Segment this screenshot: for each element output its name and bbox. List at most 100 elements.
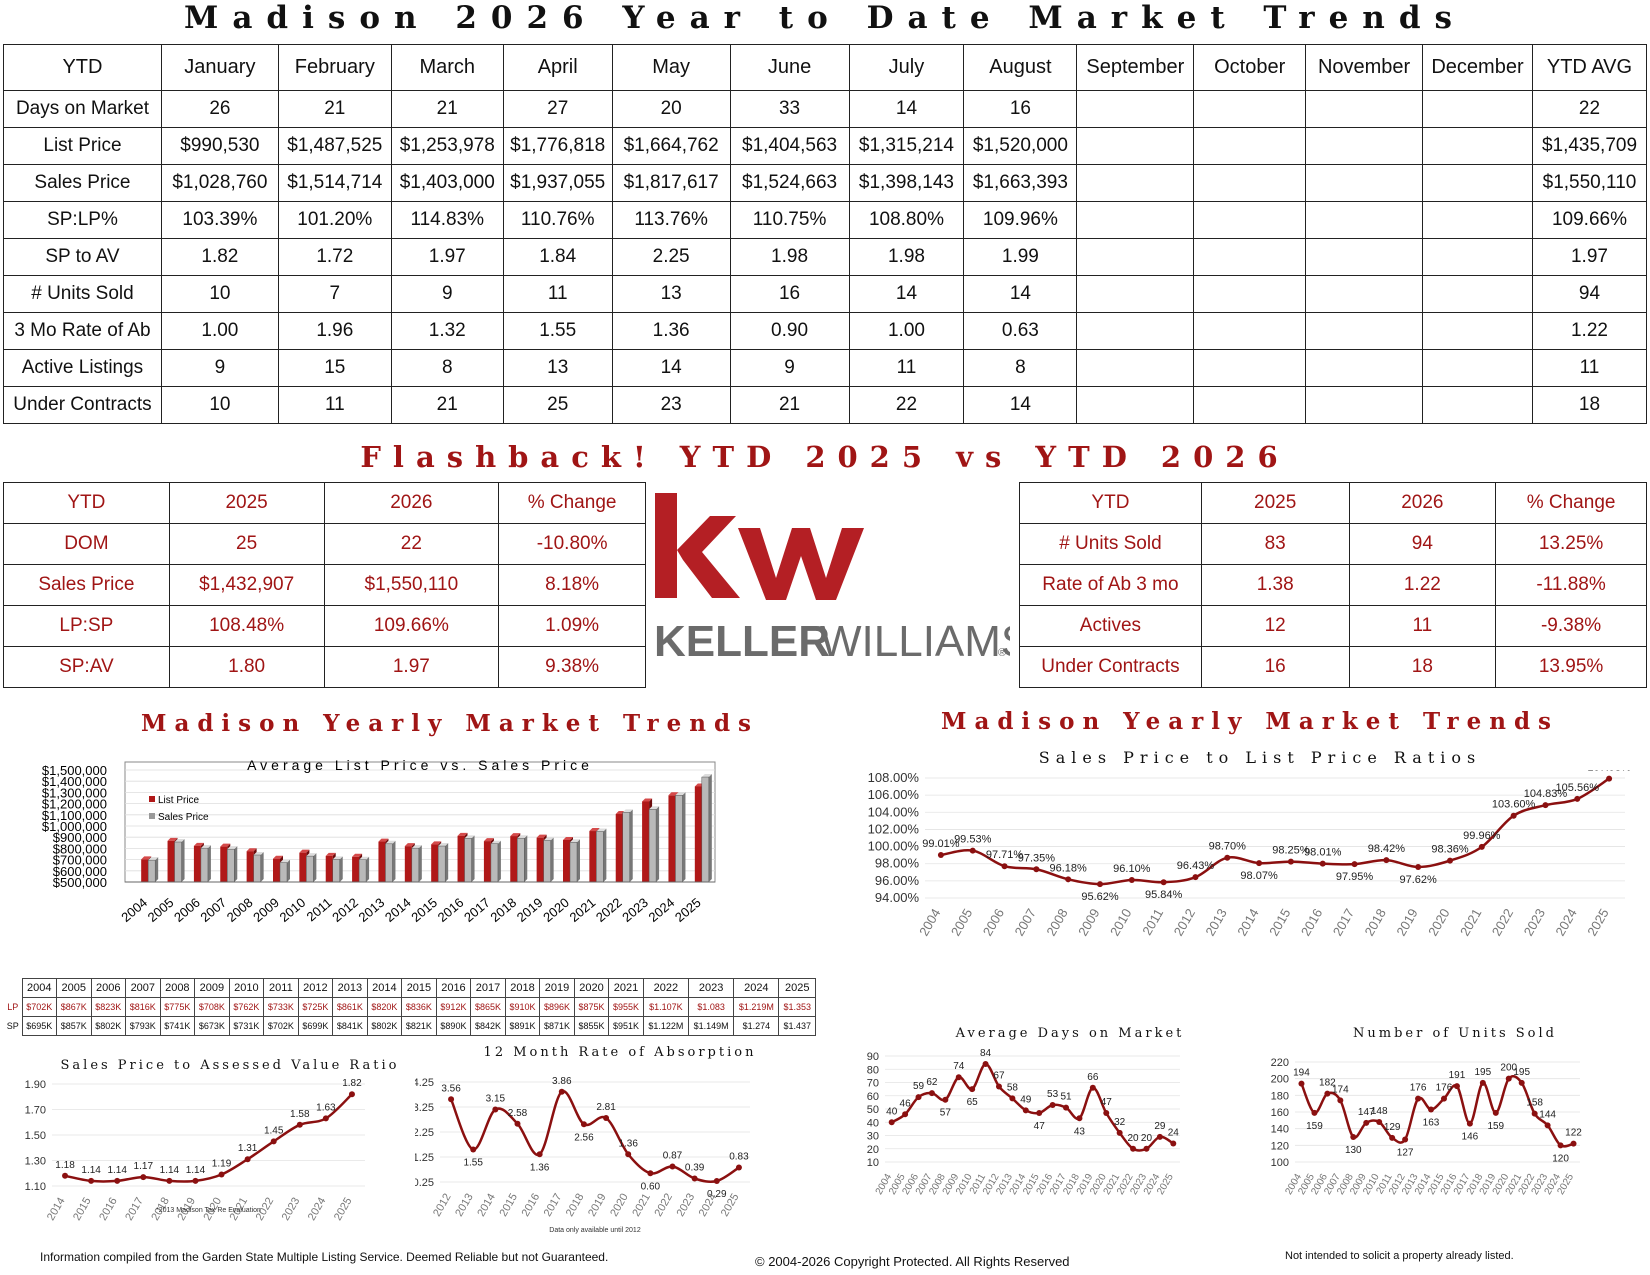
bar-x-tick: 2018 <box>487 895 519 925</box>
ytd-cell <box>1193 238 1307 276</box>
data-label: 40 <box>886 1106 898 1117</box>
data-point <box>915 1094 922 1101</box>
bar-top <box>306 853 317 857</box>
sp-av-line-chart: 1.90 1.70 1.50 1.30 1.10 1.18 1.14 1.14 1.17 1.14… <box>25 1078 365 1223</box>
ytd-cell <box>1422 201 1533 239</box>
bar-top <box>490 840 501 844</box>
bar-top <box>174 839 185 843</box>
data-point <box>1510 812 1517 819</box>
chart-note: Data only available until 2012 <box>549 1227 641 1234</box>
bar-top <box>141 856 152 860</box>
ytd-header-cell: November <box>1305 44 1424 91</box>
bar-side <box>392 840 396 882</box>
ytd-cell: 1.82 <box>160 238 279 276</box>
ytd-cell <box>1193 90 1307 128</box>
data-point <box>1453 1083 1460 1090</box>
ytd-cell: $1,315,214 <box>848 127 965 165</box>
data-label: 146 <box>1462 1132 1479 1143</box>
data-label: 1.36 <box>530 1162 550 1173</box>
data-point <box>603 1115 610 1121</box>
flashback-cell: 1.09% <box>498 605 646 647</box>
mini-cell: $741K <box>159 1016 196 1036</box>
data-point <box>558 1088 565 1095</box>
line-x-tick: 2007 <box>1012 906 1039 939</box>
line-y-tick: 70 <box>867 1078 879 1090</box>
data-label: 3.86 <box>552 1076 572 1087</box>
legend-swatch-list <box>149 796 155 802</box>
mini-cell: $875K <box>573 997 610 1017</box>
bar-list-price <box>141 859 149 882</box>
line-y-tick: 98.00% <box>875 856 920 871</box>
line-y-tick: 100.00% <box>868 839 920 854</box>
ytd-row: 3 Mo Rate of Ab 1.00 1.96 1.32 1.55 1.36 0.90 1… <box>3 312 1648 350</box>
flashback-header-row: YTD 2025 2026% Change <box>3 482 646 524</box>
data-point <box>1415 1095 1422 1102</box>
data-point <box>995 1083 1002 1090</box>
bar-side <box>313 853 317 882</box>
ytd-header-cell: January <box>160 44 279 91</box>
data-label: 24 <box>1168 1127 1180 1138</box>
ytd-cell: 14 <box>848 275 965 313</box>
bar-y-tick: $600,000 <box>53 864 107 879</box>
flashback-cell: 25 <box>168 523 325 565</box>
flashback-cell: % Change <box>1495 482 1647 524</box>
line-x-tick: 2013 <box>1202 906 1229 939</box>
bar-top <box>536 834 547 838</box>
data-point <box>492 1106 499 1113</box>
bar-x-tick: 2019 <box>514 895 546 925</box>
data-point <box>1447 857 1453 864</box>
data-label: 195 <box>1474 1067 1491 1078</box>
line-y-tick: 0.25 <box>415 1177 434 1189</box>
ytd-row-label: 3 Mo Rate of Ab <box>3 312 162 350</box>
bar-list-price <box>483 841 491 882</box>
ytd-header-cell: May <box>611 44 731 91</box>
bar-list-price <box>510 836 518 882</box>
ytd-cell: 14 <box>963 275 1078 313</box>
bar-x-tick: 2022 <box>593 895 625 925</box>
ytd-cell: 14 <box>963 386 1078 424</box>
data-label: 0.39 <box>685 1163 705 1174</box>
mini-cell: $1.219M <box>733 997 780 1017</box>
flashback-cell: 9.38% <box>498 646 646 688</box>
data-point <box>1116 1129 1123 1136</box>
bar-list-price <box>220 846 228 882</box>
ytd-row: Sales Price $1,028,760 $1,514,714 $1,403,00… <box>3 164 1648 202</box>
data-point <box>1256 860 1263 867</box>
data-point <box>1383 857 1390 864</box>
bar-side <box>629 809 633 882</box>
data-label: 59 <box>913 1081 925 1092</box>
bar-y-tick: $1,500,000 <box>42 763 107 778</box>
ytd-cell: 22 <box>1531 90 1648 128</box>
bar-side <box>603 828 607 882</box>
data-label: 1.14 <box>107 1165 127 1176</box>
bar-side <box>181 839 185 882</box>
line-y-tick: 3.25 <box>415 1102 434 1114</box>
data-label: 43 <box>1074 1126 1086 1137</box>
data-point <box>1130 1145 1137 1152</box>
ytd-cell: 110.75% <box>729 201 850 239</box>
bar-sales-price <box>306 855 314 883</box>
data-label: 0.87 <box>663 1151 683 1162</box>
data-label: 194 <box>1293 1068 1310 1079</box>
ytd-header-cell: June <box>729 44 850 91</box>
ytd-row-label: List Price <box>3 127 162 165</box>
bar-chart-title: Average List Price vs. Sales Price <box>247 757 593 773</box>
bar-side <box>234 846 238 882</box>
ytd-row-label: Sales Price <box>3 164 162 202</box>
ytd-cell <box>1422 275 1533 313</box>
data-label: 95.62% <box>1081 891 1119 903</box>
data-point <box>322 1115 329 1122</box>
ytd-cell: $1,937,055 <box>502 164 613 202</box>
ytd-cell: 1.84 <box>502 238 613 276</box>
data-point <box>166 1177 173 1184</box>
data-label: 47 <box>1101 1097 1113 1108</box>
ytd-cell: 8 <box>390 349 504 387</box>
bar-sales-price <box>385 843 393 883</box>
ytd-cell: 1.98 <box>848 238 965 276</box>
mini-cell: 2022 <box>642 978 690 998</box>
ytd-cell <box>1305 201 1424 239</box>
mini-cell: 2025 <box>778 978 816 998</box>
bar-y-tick: $800,000 <box>53 841 107 856</box>
data-label: 97.35% <box>1018 852 1056 864</box>
mini-cell: $775K <box>159 997 196 1017</box>
